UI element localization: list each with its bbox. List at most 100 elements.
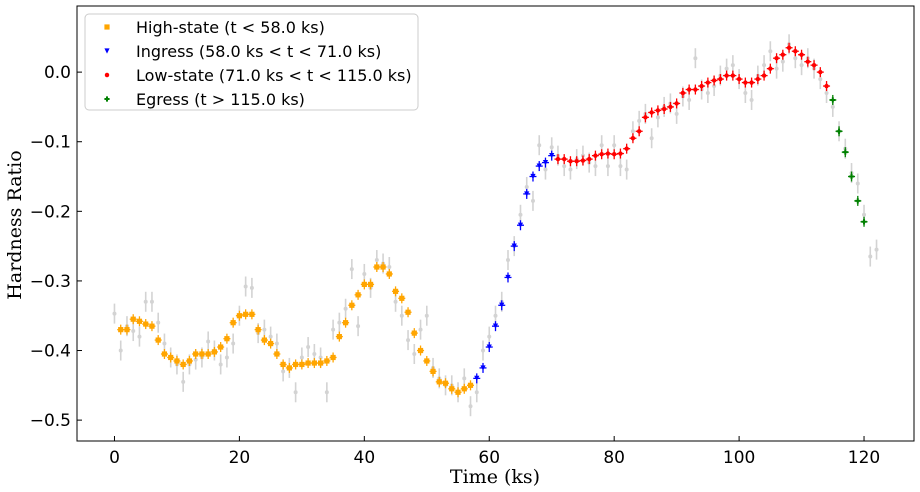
data-point: [167, 352, 175, 363]
data-point: [510, 241, 518, 252]
data-point-marker: [205, 351, 211, 357]
data-point: [723, 70, 731, 81]
data-point: [373, 262, 381, 272]
legend-item: Ingress (58.0 ks < t < 71.0 ks): [104, 42, 381, 61]
data-point-marker: [474, 375, 480, 381]
legend-item: Low-state (71.0 ks < t < 115.0 ks): [104, 66, 412, 85]
data-point: [448, 383, 456, 394]
data-point: [791, 46, 799, 57]
y-tick-label: −0.1: [30, 133, 71, 153]
legend-label: Low-state (71.0 ks < t < 115.0 ks): [136, 66, 412, 85]
background-data-point: [231, 333, 236, 354]
y-axis-title: Hardness Ratio: [4, 150, 26, 299]
x-tick-label: 0: [109, 448, 120, 468]
data-point-marker: [705, 80, 711, 85]
background-data-point: [868, 246, 873, 267]
data-point: [229, 317, 237, 328]
data-point-marker: [599, 152, 604, 157]
data-point-marker: [155, 337, 161, 343]
data-point: [485, 342, 493, 353]
series-2: [473, 150, 556, 384]
background-data-point: [112, 303, 117, 324]
data-point-marker: [355, 292, 361, 298]
background-data-point: [399, 305, 404, 326]
data-point-marker: [680, 90, 686, 96]
data-point-marker: [524, 191, 530, 197]
background-data-point: [249, 277, 254, 298]
data-point: [204, 349, 212, 359]
data-point: [648, 107, 656, 118]
data-point: [691, 84, 699, 95]
data-point: [254, 324, 262, 335]
data-point: [704, 77, 712, 88]
data-point: [392, 286, 400, 297]
data-point: [154, 335, 162, 346]
data-point-marker: [224, 336, 230, 342]
legend-label: Egress (t > 115.0 ks): [136, 90, 305, 109]
legend-marker: [104, 72, 110, 78]
data-point: [129, 314, 137, 325]
background-data-point: [218, 354, 223, 375]
data-point-marker: [630, 136, 636, 141]
data-point: [123, 324, 131, 335]
data-point: [179, 359, 187, 370]
data-point: [367, 279, 375, 290]
data-point-marker: [230, 320, 236, 326]
legend-marker: [104, 24, 110, 30]
data-point: [604, 148, 612, 159]
background-data-point: [693, 48, 698, 69]
legend: High-state (t < 58.0 ks) Ingress (58.0 ks…: [84, 13, 419, 111]
data-point-marker: [449, 386, 455, 392]
data-point-marker: [305, 360, 311, 366]
data-point: [685, 84, 693, 95]
data-point: [385, 268, 393, 279]
y-tick-label: −0.3: [30, 272, 71, 292]
data-point: [716, 74, 724, 85]
data-point-marker: [149, 323, 155, 329]
data-point: [773, 53, 781, 64]
data-point: [317, 358, 325, 369]
data-point: [142, 319, 150, 330]
data-point: [754, 74, 762, 85]
data-point: [242, 309, 250, 320]
data-point: [260, 335, 268, 346]
data-point: [504, 272, 512, 283]
data-point: [848, 171, 856, 182]
data-point-marker: [361, 281, 367, 287]
y-tick-label: −0.4: [30, 342, 71, 362]
data-point: [467, 380, 475, 391]
data-point: [666, 101, 674, 112]
data-point: [135, 316, 143, 327]
background-data-point: [874, 239, 879, 260]
data-point: [579, 155, 587, 166]
background-data-point: [530, 190, 535, 211]
data-point-marker: [118, 327, 124, 333]
data-point-marker: [605, 151, 611, 156]
data-point: [235, 310, 243, 321]
data-point-marker: [574, 158, 579, 164]
data-point: [185, 355, 193, 366]
data-point-marker: [780, 52, 786, 57]
legend-box: [84, 13, 419, 111]
data-point: [591, 150, 599, 161]
data-point-marker: [455, 389, 461, 395]
data-point-marker: [755, 76, 761, 82]
data-point: [598, 149, 606, 160]
data-point-marker: [811, 62, 817, 68]
data-point: [498, 300, 506, 311]
x-tick-label: 120: [848, 448, 880, 468]
data-point-marker: [286, 365, 292, 371]
data-point-marker: [624, 146, 629, 151]
legend-marker: [104, 96, 110, 102]
data-point-marker: [261, 337, 267, 343]
background-data-point: [474, 382, 479, 403]
data-point-marker: [399, 295, 405, 301]
data-point-marker: [349, 302, 355, 308]
y-axis: −0.5 −0.4 −0.3 −0.2 −0.1 0.0: [30, 63, 82, 431]
data-point-marker: [218, 344, 224, 350]
background-data-point: [306, 337, 311, 358]
data-point-marker: [511, 243, 517, 249]
data-point: [435, 376, 443, 387]
data-point-marker: [324, 358, 330, 364]
